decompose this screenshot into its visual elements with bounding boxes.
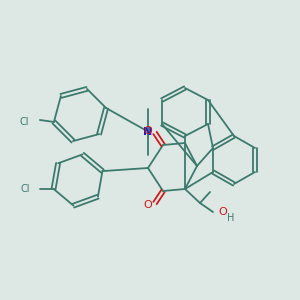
- Text: O: O: [144, 126, 152, 136]
- Text: H: H: [227, 213, 234, 223]
- Text: Cl: Cl: [20, 184, 30, 194]
- Text: N: N: [143, 127, 153, 137]
- Text: O: O: [218, 207, 227, 217]
- Text: Cl: Cl: [19, 117, 29, 127]
- Text: O: O: [144, 200, 152, 210]
